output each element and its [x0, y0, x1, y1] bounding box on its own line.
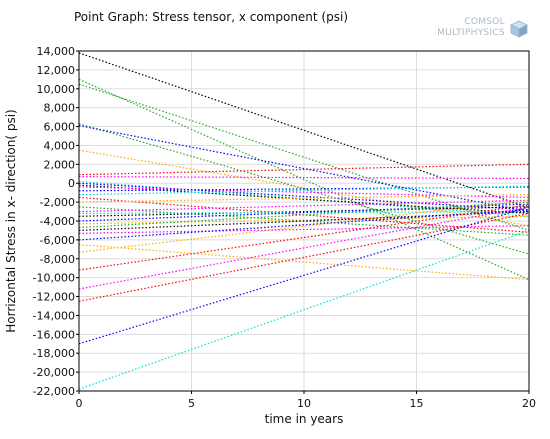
series-line-31 [78, 212, 530, 302]
y-axis-ticks: 14,000 12,000 10,000 8,000 6,000 4,000 2,000 0 -… [33, 45, 79, 398]
series-line-29 [78, 204, 530, 271]
series-line-7 [78, 163, 530, 176]
y-tick-label: 10,000 [37, 83, 76, 96]
series-line-1 [78, 52, 530, 209]
y-tick-label: 2,000 [44, 158, 76, 171]
logo-text-comsol: COMSOL [464, 17, 505, 27]
series-line-10 [78, 182, 530, 211]
x-axis-label: time in years [265, 412, 344, 426]
y-axis-label: Horrizontal Stress in x- direction( psi) [4, 109, 18, 332]
series-lines [78, 52, 530, 390]
y-tick-label: -16,000 [33, 328, 75, 341]
y-tick-label: -4,000 [40, 215, 75, 228]
series-line-18 [78, 199, 530, 213]
x-tick-label: 10 [297, 397, 311, 410]
comsol-cube-icon [510, 20, 528, 38]
series-line-5 [78, 125, 530, 213]
y-tick-label: -10,000 [33, 272, 75, 285]
series-line-8 [78, 176, 530, 180]
x-tick-label: 15 [410, 397, 424, 410]
y-tick-label: 6,000 [44, 121, 76, 134]
series-line-19 [78, 206, 530, 217]
x-tick-label: 0 [76, 397, 83, 410]
x-axis-ticks: 0 5 10 15 20 [76, 391, 536, 410]
y-tick-label: -18,000 [33, 347, 75, 360]
series-line-23 [78, 201, 530, 229]
y-tick-label: -12,000 [33, 291, 75, 304]
y-tick-label: -6,000 [40, 234, 75, 247]
comsol-logo: COMSOL MULTIPHYSICS [420, 17, 532, 43]
series-line-25 [78, 225, 530, 234]
series-line-22 [78, 215, 530, 225]
y-tick-label: 0 [68, 177, 75, 190]
y-tick-label: -8,000 [40, 253, 75, 266]
x-tick-label: 5 [188, 397, 195, 410]
y-tick-label: -20,000 [33, 366, 75, 379]
y-tick-label: 14,000 [37, 45, 76, 58]
series-line-30 [78, 206, 530, 290]
series-line-16 [78, 194, 530, 203]
series-line-2 [78, 78, 530, 281]
x-tick-label: 20 [522, 397, 536, 410]
series-line-26 [78, 209, 530, 241]
y-tick-label: -22,000 [33, 385, 75, 398]
logo-text-multiphysics: MULTIPHYSICS [437, 28, 505, 38]
series-line-32 [78, 206, 530, 345]
series-line-4 [78, 123, 530, 255]
series-line-6 [78, 149, 530, 227]
y-tick-label: 12,000 [37, 64, 76, 77]
y-tick-label: 4,000 [44, 139, 76, 152]
series-line-33 [78, 229, 530, 390]
plot-title: Point Graph: Stress tensor, x component … [74, 10, 349, 24]
y-tick-label: -2,000 [40, 196, 75, 209]
y-tick-label: 8,000 [44, 102, 76, 115]
series-line-14 [78, 185, 530, 196]
y-tick-label: -14,000 [33, 309, 75, 322]
